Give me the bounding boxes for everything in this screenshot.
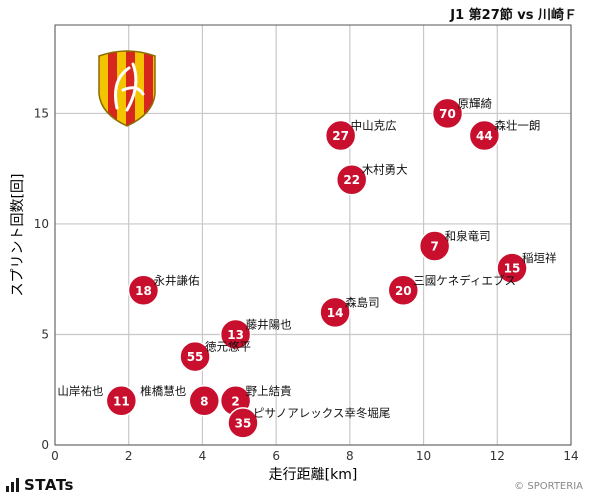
data-points: 70原輝綺44森壮一朗27中山克広22木村勇大7和泉竜司15稲垣祥20三國ケネデ… bbox=[57, 96, 557, 439]
point-name-label: 稲垣祥 bbox=[522, 251, 557, 265]
point-name-label: ピサノアレックス幸冬堀尾 bbox=[253, 406, 390, 420]
point-name-label: 森壮一朗 bbox=[494, 119, 540, 133]
point-number-label: 44 bbox=[476, 129, 493, 143]
club-emblem-icon bbox=[98, 50, 156, 127]
y-tick-label: 5 bbox=[41, 327, 49, 341]
y-tick-label: 0 bbox=[41, 438, 49, 452]
point-marker bbox=[219, 318, 252, 351]
point-marker bbox=[319, 296, 351, 329]
stats-bars-icon bbox=[6, 478, 19, 492]
point-number-label: 35 bbox=[235, 416, 252, 430]
y-tick-label: 15 bbox=[34, 106, 49, 120]
point-marker bbox=[496, 252, 528, 284]
point-marker bbox=[227, 407, 259, 439]
point-marker bbox=[324, 119, 357, 152]
chart-title: J1 第27節 vs 川崎Ｆ bbox=[450, 8, 577, 23]
y-axis-label: スプリント回数[回] bbox=[10, 174, 26, 297]
x-tick-label: 0 bbox=[51, 449, 59, 463]
point-name-label: 森島司 bbox=[345, 295, 380, 309]
data-point: 8 椎橋慧也 bbox=[140, 384, 221, 417]
point-name-label: 藤井陽也 bbox=[246, 317, 292, 331]
x-axis-label: 走行距離[km] bbox=[269, 466, 358, 483]
point-name-label: 野上結貴 bbox=[246, 384, 292, 398]
point-name-label: 三國ケネディエブス bbox=[413, 273, 516, 287]
point-number-label: 27 bbox=[332, 129, 349, 143]
point-marker bbox=[387, 274, 420, 307]
point-name-label: 永井謙佑 bbox=[153, 273, 199, 287]
point-number-label: 14 bbox=[327, 306, 344, 320]
point-number-label: 2 bbox=[231, 394, 239, 408]
point-marker bbox=[127, 274, 160, 307]
point-number-label: 18 bbox=[135, 284, 152, 298]
y-tick-label: 10 bbox=[34, 217, 49, 231]
point-name-label: 山岸祐也 bbox=[57, 384, 103, 398]
x-tick-label: 10 bbox=[416, 449, 431, 463]
point-marker bbox=[188, 385, 221, 417]
data-point: 11 山岸祐也 bbox=[57, 384, 138, 417]
point-number-label: 8 bbox=[200, 394, 208, 408]
point-name-label: 椎橋慧也 bbox=[140, 384, 186, 398]
point-number-label: 7 bbox=[430, 240, 438, 254]
point-number-label: 11 bbox=[113, 394, 130, 408]
point-marker bbox=[418, 230, 451, 262]
plot-frame bbox=[54, 24, 572, 446]
point-name-label: 原輝綺 bbox=[458, 96, 493, 110]
point-marker bbox=[105, 385, 138, 417]
x-tick-label: 14 bbox=[563, 449, 578, 463]
stats-brand-text: STATs bbox=[24, 476, 74, 494]
axis-ticks: 0 2 4 6 8 10 12 14 0 5 10 15 bbox=[34, 106, 579, 463]
point-marker bbox=[431, 97, 464, 130]
point-number-label: 55 bbox=[187, 350, 204, 364]
x-tick-label: 2 bbox=[125, 449, 133, 463]
point-number-label: 22 bbox=[343, 173, 360, 187]
x-tick-label: 12 bbox=[490, 449, 505, 463]
point-name-label: 木村勇大 bbox=[362, 163, 408, 177]
point-name-label: 徳元悠平 bbox=[205, 340, 251, 354]
point-number-label: 15 bbox=[504, 262, 521, 276]
x-tick-label: 6 bbox=[272, 449, 280, 463]
point-marker bbox=[468, 119, 501, 152]
point-name-label: 和泉竜司 bbox=[445, 229, 491, 243]
stats-logo: STATs bbox=[6, 476, 74, 494]
credit-text: © SPORTERIA bbox=[514, 481, 583, 492]
point-marker bbox=[335, 163, 368, 196]
data-point: 7 和泉竜司 bbox=[418, 229, 491, 262]
point-number-label: 20 bbox=[395, 284, 412, 298]
x-tick-label: 4 bbox=[199, 449, 207, 463]
point-marker bbox=[179, 340, 211, 373]
x-tick-label: 8 bbox=[346, 449, 354, 463]
point-number-label: 13 bbox=[227, 328, 244, 342]
point-number-label: 70 bbox=[439, 107, 456, 121]
point-name-label: 中山克広 bbox=[351, 119, 397, 133]
